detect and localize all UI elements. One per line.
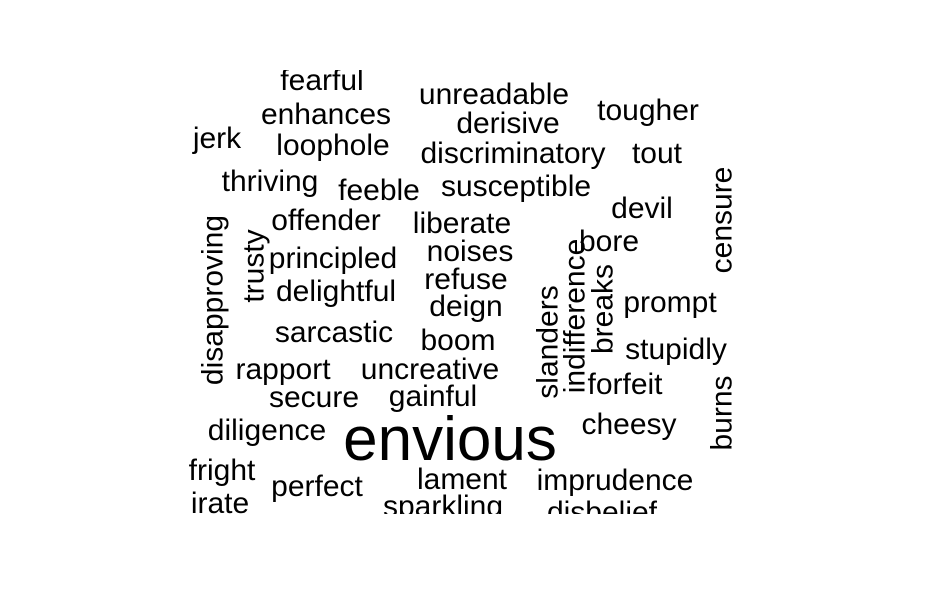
word-prompt: prompt [623,286,717,319]
word-jerk: jerk [192,122,242,155]
word-envious: envious [343,405,557,474]
word-discriminatory: discriminatory [420,137,605,170]
word-indifference: indifference [559,239,592,394]
word-devil: devil [611,192,673,225]
word-loophole: loophole [276,129,389,162]
word-deign: deign [429,290,502,323]
word-unreadable: unreadable [419,78,569,111]
word-refuse: refuse [424,263,507,296]
word-feeble: feeble [338,174,420,207]
word-forfeit: forfeit [587,368,663,401]
word-rapport: rapport [235,353,331,386]
word-disbelief: disbelief [547,496,658,529]
word-bore: bore [579,225,639,258]
word-breaks: breaks [587,264,620,354]
word-slanders: slanders [532,285,565,398]
word-irate: irate [191,487,249,520]
word-tougher: tougher [597,94,699,127]
word-enhances: enhances [261,98,391,131]
word-derisive: derisive [456,107,559,140]
word-thriving: thriving [222,165,319,198]
word-boom: boom [420,324,495,357]
word-uncreative: uncreative [361,353,499,386]
word-disapproving: disapproving [197,215,230,385]
word-secure: secure [269,381,359,414]
word-noises: noises [427,235,514,268]
word-gainful: gainful [389,380,477,413]
word-censure: censure [706,167,739,274]
word-imprudence: imprudence [537,464,694,497]
word-fearful: fearful [280,64,363,97]
word-sparkling: sparkling [383,490,503,523]
word-lament: lament [417,463,508,496]
word-offender: offender [271,204,381,237]
word-trusty: trusty [238,229,271,302]
word-tout: tout [632,137,683,170]
word-susceptible: susceptible [441,170,591,203]
word-sarcastic: sarcastic [275,316,393,349]
word-fright: fright [189,454,256,487]
word-cheesy: cheesy [581,408,676,441]
word-layer: envious fearful unreadable enhances tougher d… [189,64,739,529]
word-diligence: diligence [208,414,326,447]
word-liberate: liberate [413,207,511,240]
word-delightful: delightful [276,275,396,308]
word-stupidly: stupidly [625,333,727,366]
word-burns: burns [706,375,739,450]
word-perfect: perfect [271,470,363,503]
word-principled: principled [269,242,397,275]
